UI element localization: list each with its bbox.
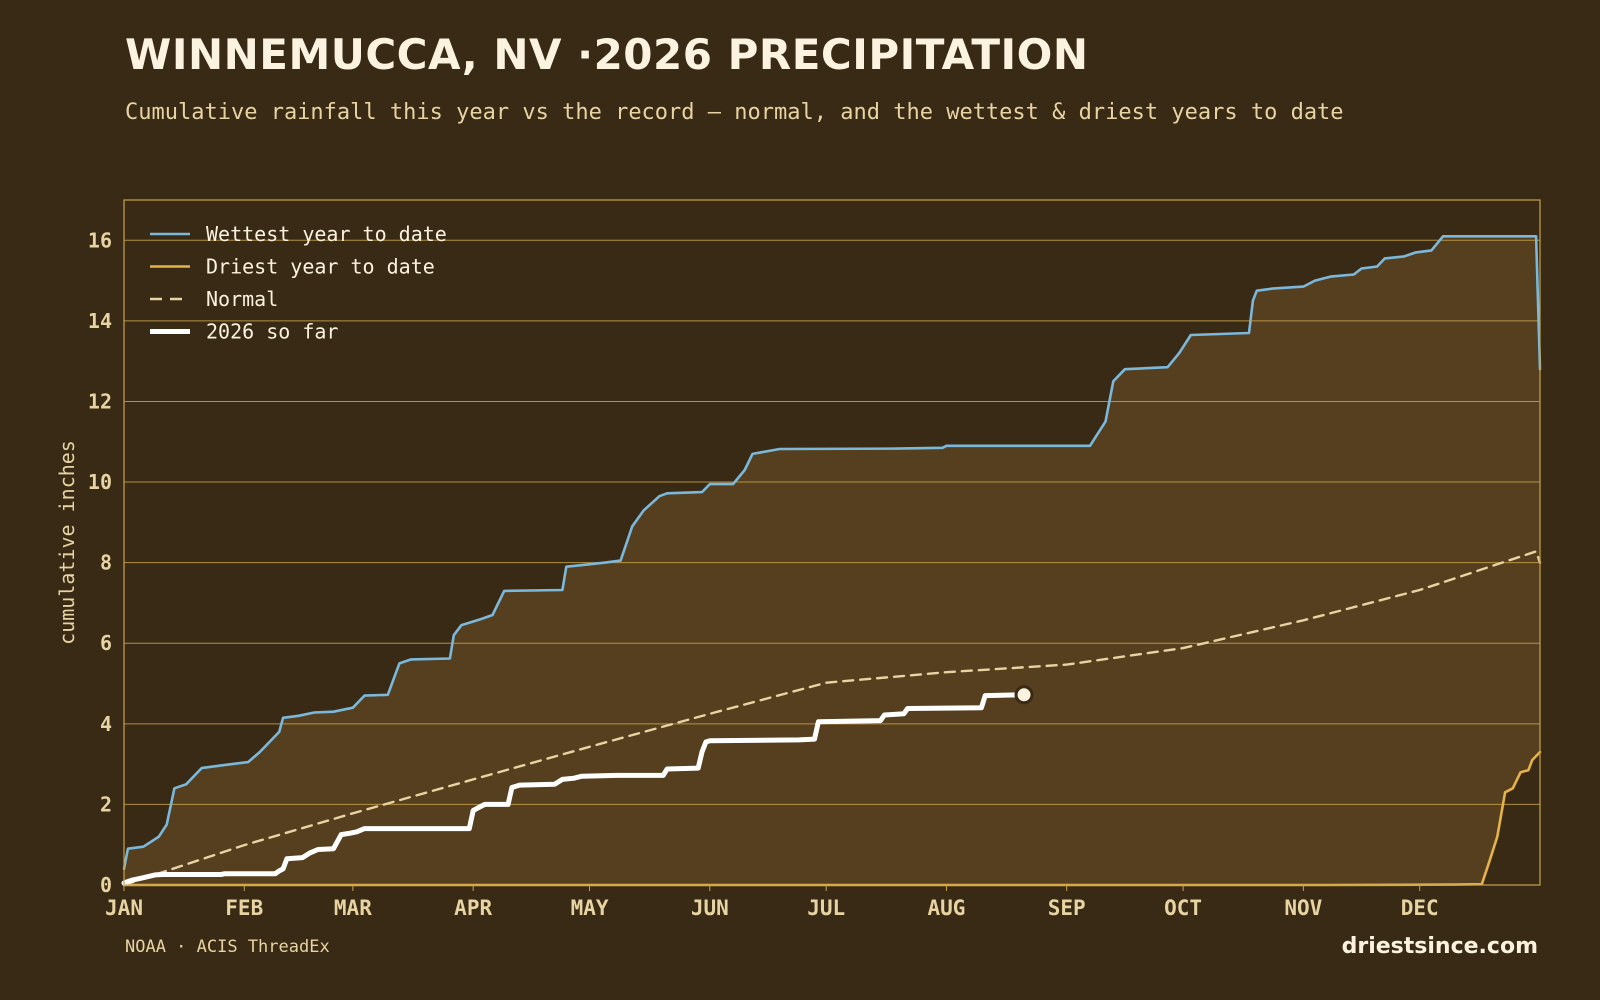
y-tick-label: 0 [100, 873, 112, 897]
x-tick-label: FEB [225, 896, 263, 920]
brand-link[interactable]: driestsince.com [1341, 934, 1538, 959]
x-tick-label: JUN [691, 896, 729, 920]
x-tick-label: MAY [571, 896, 609, 920]
x-tick-label: APR [454, 896, 492, 920]
x-tick-label: DEC [1401, 896, 1439, 920]
y-tick-label: 8 [100, 551, 112, 575]
normal-line [122, 550, 1542, 887]
x-tick-label: MAR [334, 896, 372, 920]
x-tick-label: JUL [807, 896, 845, 920]
legend-label-driest-year-to-date: Driest year to date [206, 255, 435, 279]
x-tick-label: JAN [105, 896, 143, 920]
y-tick-label: 10 [88, 470, 112, 494]
source-credit: NOAA · ACIS ThreadEx [125, 937, 330, 957]
gridlines [124, 239, 1540, 805]
2026-so-far-line [121, 692, 1023, 886]
record-range-band [124, 236, 1540, 886]
y-tick-label: 16 [88, 228, 112, 252]
y-tick-label: 2 [100, 792, 112, 816]
plot-frame [123, 199, 1541, 886]
x-axis-ticks: JAN FEB MAR APR MAY JUN JUL AUG SEP OCT NOV DEC [105, 885, 1439, 920]
current-value-marker [1014, 685, 1034, 705]
y-tick-label: 6 [100, 631, 112, 655]
y-tick-label: 14 [88, 309, 112, 333]
x-tick-label: NOV [1284, 896, 1322, 920]
x-tick-label: SEP [1048, 896, 1086, 920]
x-tick-label: AUG [927, 896, 965, 920]
record-band-area [124, 236, 1540, 886]
y-axis-ticks: 0 2 4 6 8 10 12 14 16 [88, 228, 112, 897]
page-title: WINNEMUCCA, NV ·2026 PRECIPITATION [125, 30, 1089, 79]
page-subtitle: Cumulative rainfall this year vs the rec… [125, 100, 1344, 125]
wettest-year-to-date-line [122, 235, 1542, 871]
legend-label-normal: Normal [206, 287, 278, 311]
y-tick-label: 12 [88, 389, 112, 413]
legend-label-wettest-year-to-date: Wettest year to date [206, 222, 447, 246]
x-tick-label: OCT [1164, 896, 1202, 920]
legend: Wettest year to date Driest year to date N… [150, 222, 447, 344]
y-tick-label: 4 [100, 712, 112, 736]
legend-label-2026-so-far: 2026 so far [206, 320, 338, 344]
y-axis-label: cumulative inches [55, 440, 79, 645]
